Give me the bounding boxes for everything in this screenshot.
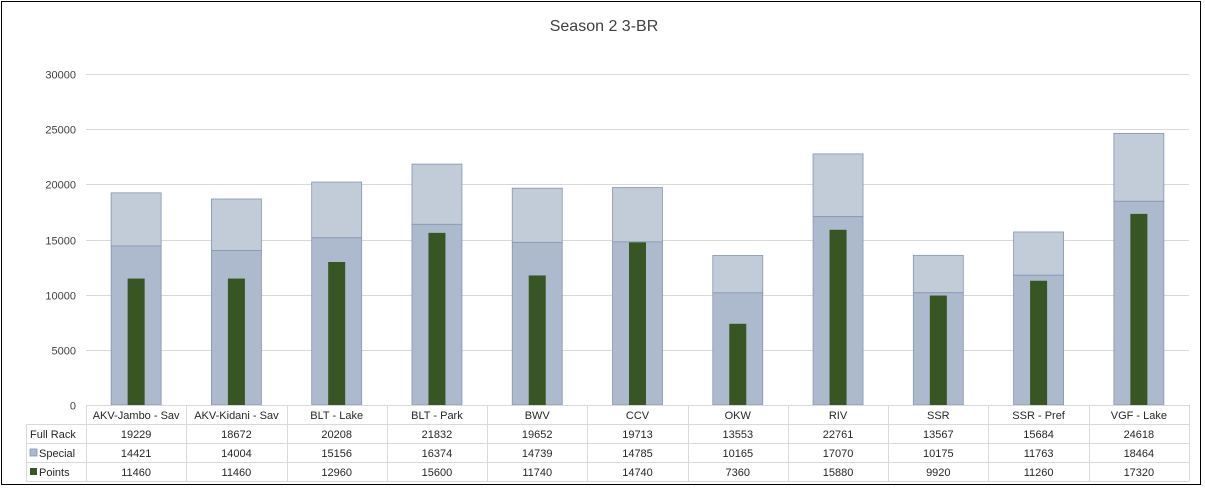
- y-tick-label: 10000: [45, 291, 76, 303]
- data-value: 20208: [321, 429, 352, 441]
- y-tick-label: 15000: [45, 236, 76, 248]
- data-value: 7360: [726, 467, 750, 479]
- category-label: SSR - Pref: [1012, 410, 1066, 422]
- data-value: 15880: [823, 467, 854, 479]
- data-value: 12960: [321, 467, 352, 479]
- legend-key-special: [29, 448, 38, 457]
- data-value: 21832: [422, 429, 453, 441]
- category-label: BWV: [525, 410, 551, 422]
- bar-points: [929, 295, 947, 405]
- data-value: 15156: [321, 448, 352, 460]
- chart-title: Season 2 3-BR: [550, 18, 659, 35]
- data-value: 16374: [422, 448, 453, 460]
- data-value: 18672: [221, 429, 252, 441]
- data-value: 19229: [121, 429, 152, 441]
- bar-points: [127, 278, 145, 405]
- data-value: 15684: [1023, 429, 1054, 441]
- data-value: 11740: [522, 467, 552, 479]
- category-label: VGF - Lake: [1111, 410, 1167, 422]
- data-value: 11460: [222, 467, 252, 479]
- data-value: 19713: [622, 429, 653, 441]
- data-value: 11260: [1024, 467, 1054, 479]
- data-value: 17320: [1124, 467, 1155, 479]
- data-value: 24618: [1124, 429, 1155, 441]
- bar-points: [328, 262, 346, 405]
- bar-points: [829, 229, 847, 405]
- data-value: 14004: [221, 448, 252, 460]
- data-value: 13553: [722, 429, 753, 441]
- data-value: 10165: [722, 448, 753, 460]
- y-tick-label: 0: [70, 401, 76, 413]
- y-tick-label: 5000: [52, 346, 76, 358]
- bar-full-rack: [211, 198, 262, 251]
- bar-full-rack: [110, 192, 162, 247]
- data-value: 11460: [121, 467, 151, 479]
- data-value: 9920: [926, 467, 950, 479]
- series-name: Points: [39, 467, 70, 479]
- y-axis-ticks: 0 5000 10000 15000 20000 25000 30000: [45, 70, 76, 413]
- category-label: OKW: [725, 410, 752, 422]
- category-label: BLT - Lake: [310, 410, 363, 422]
- category-label: SSR: [927, 410, 950, 422]
- y-tick-label: 20000: [45, 180, 76, 192]
- series-name: Special: [39, 448, 75, 460]
- bar-points: [729, 323, 747, 405]
- data-value: 17070: [823, 448, 854, 460]
- data-value: 11763: [1024, 448, 1054, 460]
- bar-points: [629, 242, 646, 405]
- bar-points: [1130, 213, 1148, 405]
- bar-points: [1030, 280, 1048, 405]
- category-label: CCV: [626, 410, 650, 422]
- data-value: 10175: [923, 448, 954, 460]
- series-name: Full Rack: [30, 429, 76, 441]
- data-value: 14740: [622, 467, 653, 479]
- bar-full-rack: [612, 187, 663, 243]
- category-label: RIV: [829, 410, 848, 422]
- category-label: AKV-Kidani - Sav: [194, 410, 279, 422]
- bar-full-rack: [511, 187, 563, 243]
- data-value: 13567: [923, 429, 954, 441]
- data-value: 14739: [522, 448, 553, 460]
- bar-full-rack: [712, 255, 764, 294]
- bar-full-rack: [411, 163, 463, 225]
- data-value: 14785: [622, 448, 653, 460]
- data-value: 15600: [422, 467, 453, 479]
- data-value: 14421: [121, 448, 152, 460]
- category-label: BLT - Park: [411, 410, 463, 422]
- y-tick-label: 25000: [45, 125, 76, 137]
- bar-full-rack: [1113, 132, 1165, 202]
- bar-points: [428, 232, 446, 405]
- y-tick-label: 30000: [45, 70, 76, 82]
- bar-points: [528, 275, 546, 405]
- bar-full-rack: [1013, 231, 1064, 276]
- data-table: AKV-Jambo - Sav AKV-Kidani - Sav BLT - Lak…: [26, 405, 1190, 482]
- bar-full-rack: [311, 181, 363, 239]
- legend-key-points: [30, 468, 37, 475]
- data-value: 18464: [1124, 448, 1155, 460]
- data-value: 19652: [522, 429, 553, 441]
- bars: [110, 132, 1165, 406]
- bar-points: [227, 278, 245, 405]
- data-value: 22761: [823, 429, 854, 441]
- bar-full-rack: [912, 254, 964, 294]
- bar-full-rack: [812, 153, 864, 218]
- category-label: AKV-Jambo - Sav: [93, 410, 180, 422]
